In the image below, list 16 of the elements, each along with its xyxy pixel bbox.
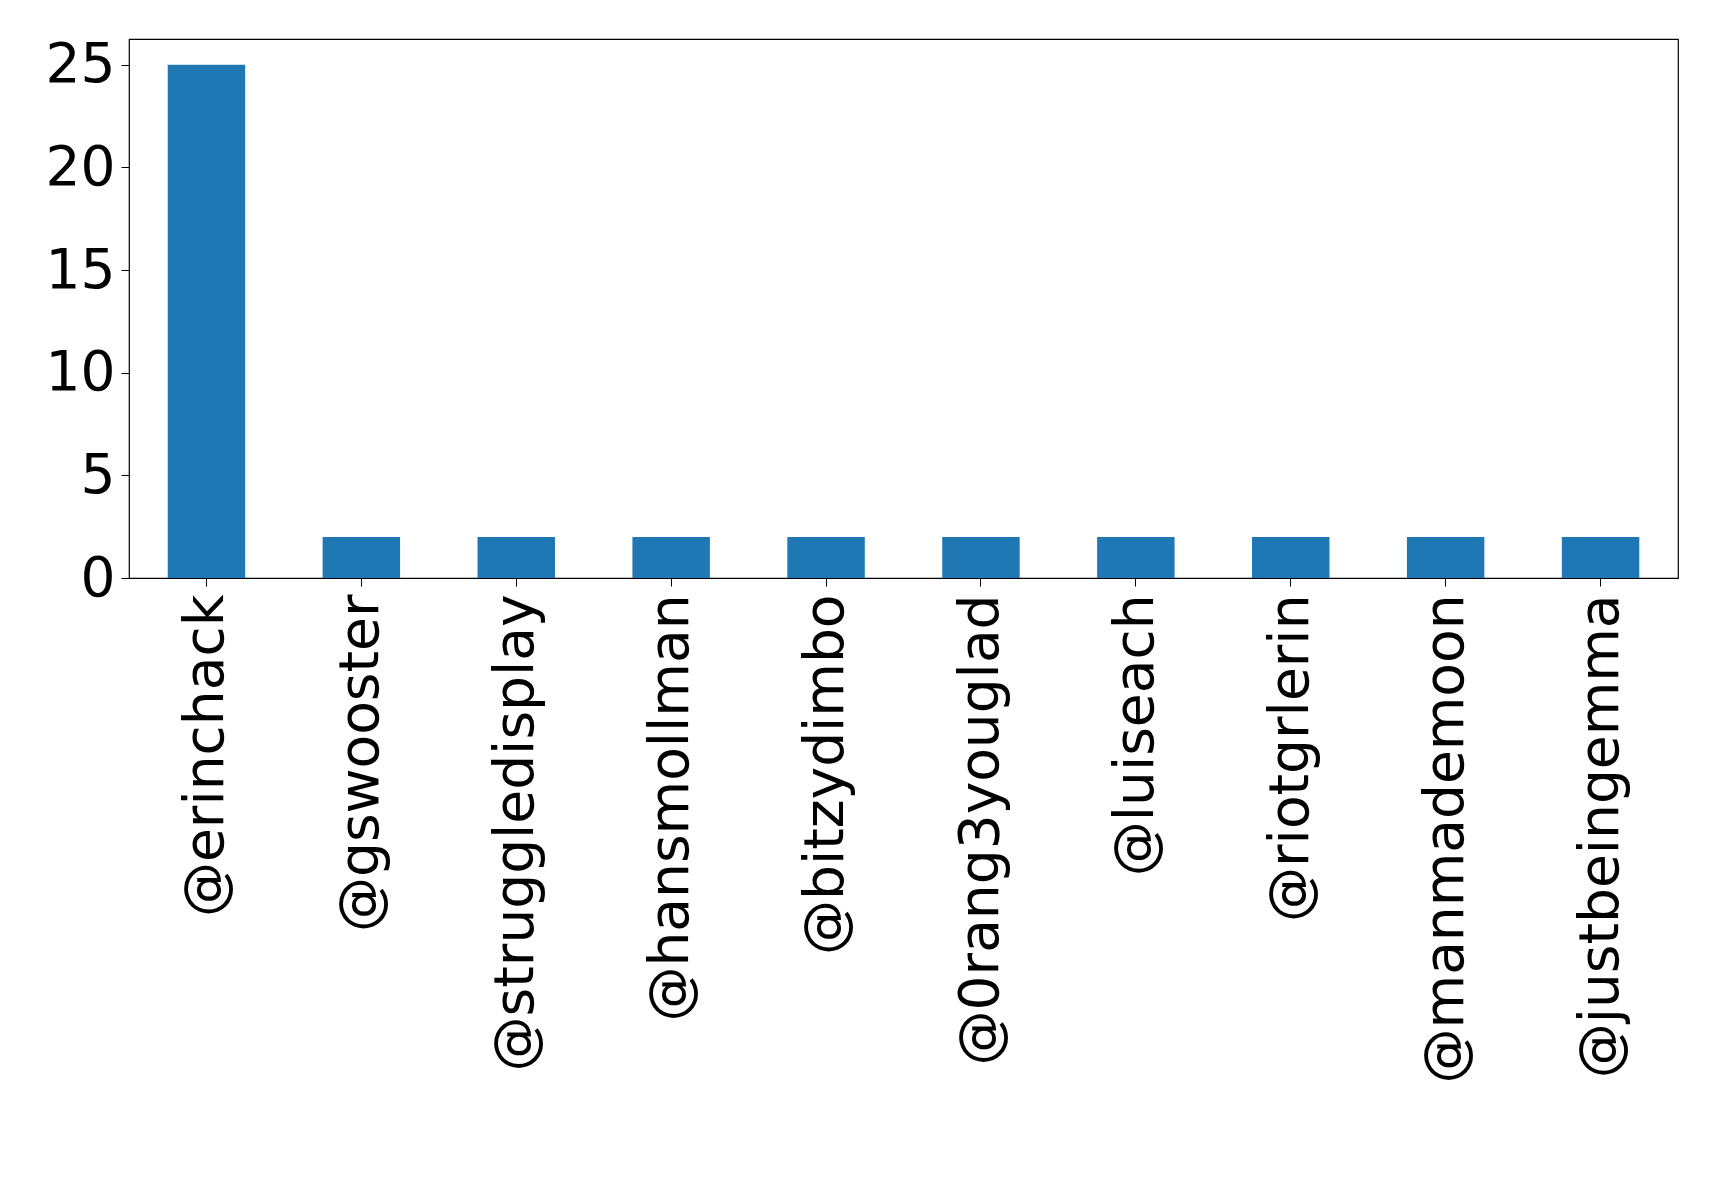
x-tick-label: @riotgrlerin (1256, 594, 1321, 923)
y-tick-label: 20 (45, 133, 116, 198)
x-tick-label: @bitzydimbo (792, 594, 857, 956)
x-tick-label: @gswooster (327, 594, 392, 933)
x-tick-label: @manmademoon (1411, 594, 1476, 1084)
x-tick-label: @hansmollman (637, 594, 702, 1022)
y-tick-label: 0 (80, 544, 116, 609)
y-tick-label: 5 (80, 441, 116, 506)
x-tick-label: @struggledisplay (482, 594, 547, 1072)
x-tick-label: @justbeingemma (1566, 594, 1631, 1079)
y-tick-label: 25 (45, 31, 116, 96)
x-tick-label: @luiseach (1101, 594, 1166, 877)
y-tick-label: 10 (45, 339, 116, 404)
y-tick-label: 15 (45, 236, 116, 301)
x-tick-label: @erinchack (172, 594, 237, 917)
x-tick-label: @0rang3youglad (946, 594, 1011, 1066)
